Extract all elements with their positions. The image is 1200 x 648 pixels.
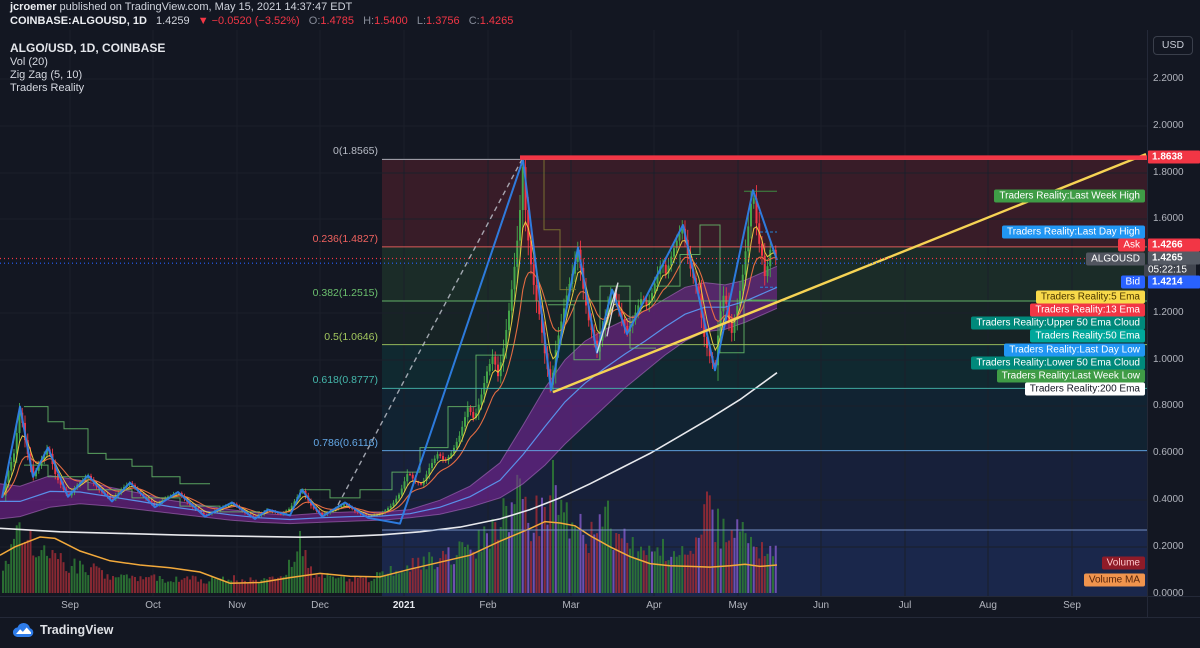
- flag-ask[interactable]: Ask: [1118, 238, 1145, 252]
- flag-traders-reality-last-week-low[interactable]: Traders Reality:Last Week Low: [996, 369, 1145, 383]
- flag-algousd[interactable]: ALGOUSD: [1086, 252, 1145, 266]
- time-label-apr: Apr: [646, 600, 662, 611]
- fib-level-label-0-382-1-2515[interactable]: 0.382(1.2515): [312, 286, 378, 299]
- time-label-dec: Dec: [311, 600, 329, 611]
- time-axis-separator: [0, 596, 1200, 597]
- fib-level-label-0-5-1-0646[interactable]: 0.5(1.0646): [324, 330, 378, 343]
- time-label-aug: Aug: [979, 600, 997, 611]
- open-label: O:: [308, 15, 321, 27]
- price-tick-1.0000: 1.0000: [1153, 354, 1184, 365]
- price-tick-0.6000: 0.6000: [1153, 447, 1184, 458]
- fib-level-label-0-786-0-6116[interactable]: 0.786(0.6116): [313, 436, 378, 449]
- fib-level-label-0-1-8565[interactable]: 0(1.8565): [333, 145, 378, 158]
- flag-volume[interactable]: Volume: [1101, 556, 1145, 570]
- publisher-username: jcroemer: [10, 1, 57, 13]
- price-tick-2.2000: 2.2000: [1153, 73, 1184, 84]
- time-label-nov: Nov: [228, 600, 246, 611]
- flag-traders-reality-last-day-low[interactable]: Traders Reality:Last Day Low: [1004, 343, 1145, 357]
- flag-traders-reality-200-ema[interactable]: Traders Reality:200 Ema: [1024, 382, 1145, 396]
- tradingview-logo-text: TradingView: [40, 623, 114, 637]
- flag-traders-reality-lower-50-ema-cloud[interactable]: Traders Reality:Lower 50 Ema Cloud: [971, 356, 1145, 370]
- high-label: H:: [363, 15, 375, 27]
- close-label: C:: [468, 15, 480, 27]
- publisher-bar: jcroemer published on TradingView.com, M…: [10, 1, 352, 13]
- price-tick-1.8000: 1.8000: [1153, 167, 1184, 178]
- time-label-2021: 2021: [392, 600, 416, 611]
- price-tick-0.8000: 0.8000: [1153, 400, 1184, 411]
- fib-level-label-0-236-1-4827[interactable]: 0.236(1.4827): [312, 232, 378, 245]
- close-value: 1.4265: [479, 15, 514, 27]
- legend-symbol-title[interactable]: ALGO/USD, 1D, COINBASE: [10, 41, 166, 55]
- time-label-mar: Mar: [562, 600, 580, 611]
- time-label-oct: Oct: [145, 600, 161, 611]
- time-label-jul: Jul: [898, 600, 912, 611]
- time-label-sep: Sep: [1063, 600, 1081, 611]
- currency-toggle-button[interactable]: USD: [1153, 36, 1193, 55]
- price-tick-1.6000: 1.6000: [1153, 213, 1184, 224]
- symbol-name[interactable]: COINBASE:ALGOUSD, 1D: [10, 15, 147, 27]
- flag-volume-ma[interactable]: Volume MA: [1083, 573, 1145, 587]
- fib-level-label-0-618-0-8777[interactable]: 0.618(0.8777): [312, 374, 378, 387]
- price-tick-0.0000: 0.0000: [1153, 588, 1184, 599]
- last-price: 1.4259: [155, 15, 190, 27]
- legend-traders-reality-indicator[interactable]: Traders Reality: [10, 82, 85, 94]
- flag-traders-reality-50-ema[interactable]: Traders Reality:50 Ema: [1030, 329, 1145, 343]
- publisher-text: published on TradingView.com, May 15, 20…: [56, 1, 353, 13]
- symbol-info-bar: COINBASE:ALGOUSD, 1D 1.4259 ▼ −0.0520 (−…: [10, 15, 513, 27]
- tradingview-logo-icon: [13, 622, 34, 638]
- open-value: 1.4785: [320, 15, 355, 27]
- time-label-sep: Sep: [61, 600, 79, 611]
- price-tick-2.0000: 2.0000: [1153, 120, 1184, 131]
- time-label-may: May: [728, 600, 748, 611]
- price-tick-1.2000: 1.2000: [1153, 307, 1184, 318]
- price-tick-0.4000: 0.4000: [1153, 494, 1184, 505]
- flag-traders-reality-last-day-high[interactable]: Traders Reality:Last Day High: [1001, 225, 1145, 239]
- price-axis-separator: [1147, 30, 1148, 617]
- flag-traders-reality-last-week-high[interactable]: Traders Reality:Last Week High: [994, 189, 1145, 203]
- price-tick-0.2000: 0.2000: [1153, 541, 1184, 552]
- flag-traders-reality-13-ema[interactable]: Traders Reality:13 Ema: [1030, 303, 1145, 317]
- legend-zigzag-indicator[interactable]: Zig Zag (5, 10): [10, 69, 83, 81]
- tradingview-logo[interactable]: TradingView: [13, 622, 113, 638]
- price-change: ▼ −0.0520 (−3.52%): [197, 15, 300, 27]
- footer-separator: [0, 617, 1200, 618]
- chart-legend: ALGO/USD, 1D, COINBASE Vol (20) Zig Zag …: [10, 41, 165, 95]
- time-label-feb: Feb: [479, 600, 497, 611]
- low-label: L:: [416, 15, 427, 27]
- legend-volume-indicator[interactable]: Vol (20): [10, 56, 48, 68]
- time-label-jun: Jun: [812, 600, 830, 611]
- low-value: 1.3756: [426, 15, 460, 27]
- flag-bid[interactable]: Bid: [1120, 275, 1145, 289]
- high-value: 1.5400: [374, 15, 408, 27]
- flag-traders-reality-upper-50-ema-cloud[interactable]: Traders Reality:Upper 50 Ema Cloud: [971, 316, 1145, 330]
- flag-traders-reality-5-ema[interactable]: Traders Reality:5 Ema: [1035, 290, 1145, 304]
